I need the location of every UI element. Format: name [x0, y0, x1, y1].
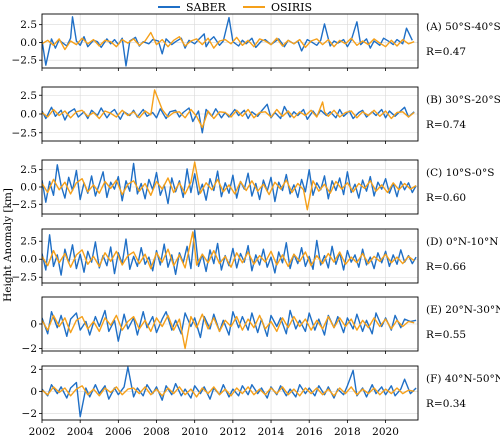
x-tick-label: 2010 — [181, 426, 208, 438]
y-tick-label: 0.0 — [20, 254, 37, 266]
legend-label-osiris: OSIRIS — [271, 1, 312, 14]
y-tick-label: 0 — [30, 319, 37, 331]
series-line-osiris — [42, 313, 415, 350]
series-line-saber — [42, 366, 417, 418]
panel-3: −2.5 0.0 2.5 (D) 0°N-10°N R=0.66 — [12, 228, 498, 286]
x-tick-label: 2012 — [219, 426, 246, 438]
x-tick-label: 2016 — [296, 426, 323, 438]
series-line-saber — [42, 229, 417, 276]
x-tick-label: 2004 — [67, 426, 94, 438]
legend: SABER OSIRIS — [158, 1, 312, 14]
x-axis: 2002 2004 2006 2008 2010 2012 2014 2016 2018 2020 — [29, 426, 399, 438]
x-tick-label: 2014 — [258, 426, 285, 438]
y-tick-label: 2.5 — [20, 19, 37, 31]
correlation-label: R=0.55 — [426, 329, 466, 341]
panel-label: (A) 50°S-40°S — [426, 21, 500, 33]
panel-label: (B) 30°S-20°S — [426, 94, 500, 106]
x-tick-label: 2018 — [334, 426, 361, 438]
series-line-saber — [42, 309, 417, 342]
correlation-label: R=0.66 — [426, 261, 466, 273]
y-tick-label: 2.5 — [20, 90, 37, 102]
x-tick-label: 2020 — [372, 426, 399, 438]
panel-4: −2 0 (E) 20°N-30°N R=0.55 — [22, 296, 500, 355]
x-tick-label: 2002 — [29, 426, 56, 438]
series-line-osiris — [42, 161, 417, 211]
panel-2: −2.5 0.0 2.5 (C) 10°S-0°S R=0.60 — [12, 159, 494, 217]
y-tick-label: 2.5 — [20, 164, 37, 176]
panel-label: (C) 10°S-0°S — [426, 167, 494, 179]
panel-1: −2.5 0.0 2.5 (B) 30°S-20°S R=0.74 — [12, 86, 500, 144]
y-tick-label: −2.5 — [12, 55, 38, 67]
y-tick-label: −2.5 — [12, 127, 38, 139]
correlation-label: R=0.34 — [426, 398, 466, 410]
legend-label-saber: SABER — [186, 1, 227, 14]
series-line-osiris — [42, 31, 415, 51]
correlation-label: R=0.74 — [426, 119, 466, 131]
y-axis-label: Height Anomaly [km] — [2, 188, 14, 302]
y-tick-label: 0.0 — [20, 109, 37, 121]
y-tick-label: 0.0 — [20, 182, 37, 194]
correlation-label: R=0.47 — [426, 46, 466, 58]
y-tick-label: −2.5 — [12, 272, 38, 284]
series-line-osiris — [42, 385, 415, 398]
y-tick-label: 2 — [30, 364, 37, 376]
correlation-label: R=0.60 — [426, 192, 466, 204]
y-tick-label: −2 — [22, 408, 37, 420]
panel-0: −2.5 0.0 2.5 (A) 50°S-40°S R=0.47 — [12, 13, 500, 71]
series-line-osiris — [42, 231, 415, 270]
panel-5: −2 0 2 (F) 40°N-50°N R=0.34 — [22, 364, 500, 423]
panel-frame — [41, 228, 419, 284]
panel-frame — [41, 13, 419, 69]
y-tick-label: −2.5 — [12, 199, 38, 211]
x-tick-label: 2008 — [143, 426, 170, 438]
panel-label: (F) 40°N-50°N — [426, 373, 500, 385]
series-line-saber — [42, 103, 415, 134]
y-tick-label: 2.5 — [20, 236, 37, 248]
y-tick-label: −2 — [22, 343, 37, 355]
panel-label: (E) 20°N-30°N — [426, 304, 500, 316]
series-line-saber — [42, 16, 413, 67]
y-tick-label: 0.0 — [20, 37, 37, 49]
y-tick-label: 0 — [30, 386, 37, 398]
panel-frame — [41, 365, 419, 421]
series-line-saber — [42, 162, 417, 205]
series-line-osiris — [42, 89, 415, 129]
panel-label: (D) 0°N-10°N — [426, 236, 498, 248]
x-tick-label: 2006 — [105, 426, 132, 438]
panels: −2.5 0.0 2.5 (A) 50°S-40°S R=0.47 −2.5 0.0 2.5 (… — [12, 13, 500, 423]
